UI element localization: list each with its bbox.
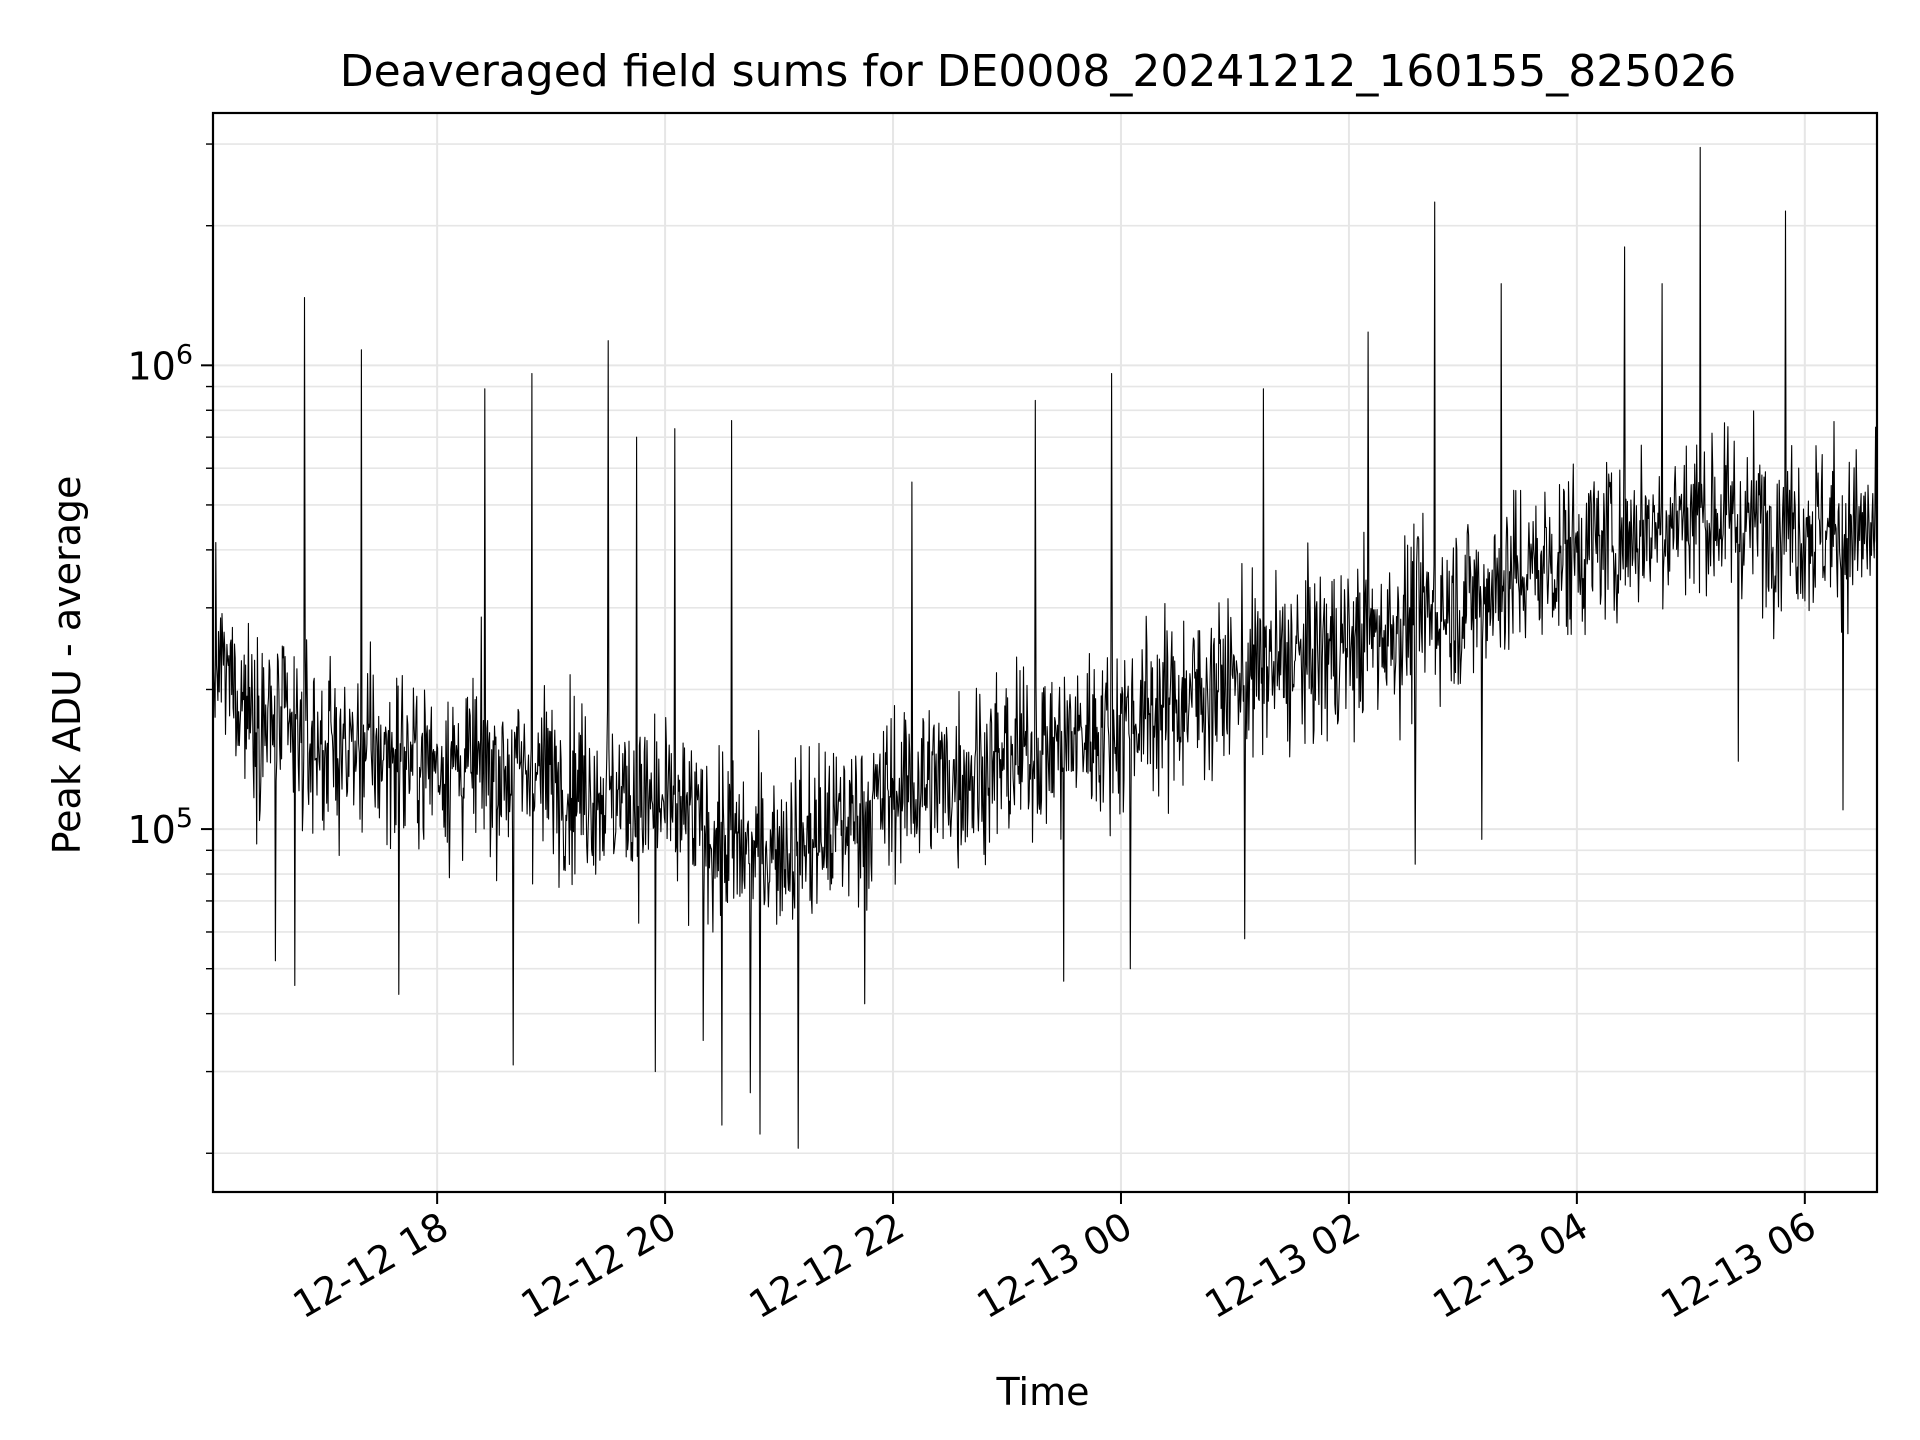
plot-area bbox=[213, 146, 1877, 1149]
y-axis-ticks: 105 106 bbox=[127, 143, 213, 1154]
chart-title: Deaveraged field sums for DE0008_2024121… bbox=[340, 46, 1737, 97]
y-axis-label: Peak ADU - average bbox=[45, 476, 89, 855]
y-tick-label: 106 bbox=[127, 339, 193, 388]
series-line bbox=[213, 146, 1877, 1149]
plot-frame bbox=[211, 111, 1879, 1194]
y-tick-label: 105 bbox=[127, 803, 193, 852]
x-axis-label: Time bbox=[996, 1370, 1090, 1414]
